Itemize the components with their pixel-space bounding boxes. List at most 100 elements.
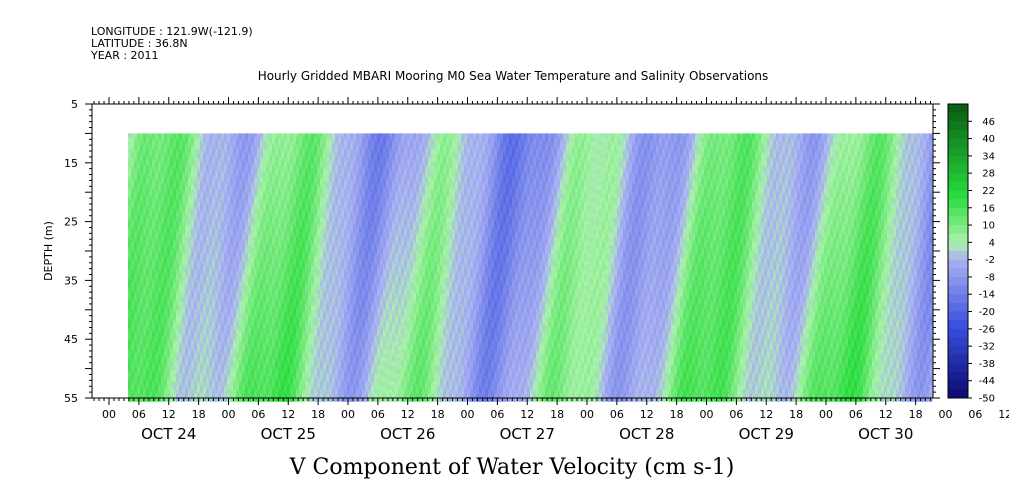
heatmap-cell — [143, 213, 147, 218]
heatmap-cell — [212, 241, 216, 246]
heatmap-cell — [245, 213, 249, 218]
heatmap-cell — [236, 385, 240, 390]
heatmap-cell — [230, 373, 234, 378]
heatmap-cell — [209, 297, 213, 302]
heatmap-cell — [236, 137, 240, 142]
heatmap-cell — [290, 289, 294, 294]
heatmap-cell — [134, 145, 138, 150]
heatmap-cell — [284, 249, 288, 254]
heatmap-cell — [260, 269, 264, 274]
heatmap-cell — [170, 249, 174, 254]
heatmap-cell — [206, 193, 210, 198]
heatmap-cell — [296, 381, 300, 386]
heatmap-cell — [191, 365, 195, 370]
heatmap-cell — [323, 289, 327, 294]
heatmap-cell — [221, 149, 225, 154]
heatmap-cell — [314, 313, 318, 318]
heatmap-cell — [266, 365, 270, 370]
heatmap-cell — [131, 329, 135, 334]
heatmap-cell — [320, 361, 324, 366]
heatmap-cell — [182, 385, 186, 390]
heatmap-cell — [179, 305, 183, 310]
heatmap-cell — [293, 277, 297, 282]
heatmap-cell — [305, 185, 309, 190]
heatmap-cell — [266, 221, 270, 226]
heatmap-cell — [344, 345, 348, 350]
heatmap-cell — [242, 273, 246, 278]
heatmap-cell — [305, 229, 309, 234]
heatmap-cell — [320, 177, 324, 182]
heatmap-cell — [149, 285, 153, 290]
heatmap-cell — [143, 217, 147, 222]
heatmap-cell — [335, 209, 339, 214]
heatmap-cell — [155, 149, 159, 154]
heatmap-cell — [149, 317, 153, 322]
heatmap-cell — [326, 189, 330, 194]
heatmap-cell — [236, 233, 240, 238]
heatmap-cell — [170, 361, 174, 366]
heatmap-cell — [212, 157, 216, 162]
heatmap-cell — [293, 293, 297, 298]
heatmap-cell — [191, 177, 195, 182]
heatmap-cell — [278, 225, 282, 230]
heatmap-cell — [314, 149, 318, 154]
heatmap-cell — [251, 225, 255, 230]
heatmap-cell — [215, 173, 219, 178]
heatmap-cell — [137, 309, 141, 314]
heatmap-cell — [146, 241, 150, 246]
heatmap-cell — [170, 197, 174, 202]
heatmap-cell — [248, 141, 252, 146]
heatmap-cell — [275, 261, 279, 266]
heatmap-cell — [218, 393, 222, 398]
heatmap-cell — [140, 145, 144, 150]
heatmap-cell — [227, 297, 231, 302]
heatmap-cell — [149, 213, 153, 218]
heatmap-cell — [266, 145, 270, 150]
heatmap-cell — [197, 329, 201, 334]
heatmap-cell — [128, 221, 132, 226]
heatmap-cell — [197, 333, 201, 338]
heatmap-cell — [317, 133, 321, 138]
heatmap-cell — [176, 321, 180, 326]
heatmap-cell — [206, 237, 210, 242]
heatmap-cell — [140, 185, 144, 190]
heatmap-cell — [350, 265, 354, 270]
heatmap-cell — [266, 293, 270, 298]
heatmap-cell — [332, 153, 336, 158]
heatmap-cell — [293, 389, 297, 394]
heatmap-cell — [188, 365, 192, 370]
heatmap-cell — [182, 309, 186, 314]
heatmap-cell — [314, 201, 318, 206]
heatmap-cell — [278, 193, 282, 198]
heatmap-cell — [212, 325, 216, 330]
heatmap-cell — [200, 297, 204, 302]
heatmap-cell — [194, 273, 198, 278]
heatmap-cell — [197, 357, 201, 362]
heatmap-cell — [347, 161, 351, 166]
heatmap-cell — [227, 161, 231, 166]
heatmap-cell — [281, 257, 285, 262]
heatmap-cell — [266, 161, 270, 166]
heatmap-cell — [329, 357, 333, 362]
heatmap-cell — [182, 369, 186, 374]
heatmap-cell — [170, 289, 174, 294]
heatmap-cell — [263, 389, 267, 394]
heatmap-cell — [131, 213, 135, 218]
heatmap-cell — [239, 273, 243, 278]
heatmap-cell — [296, 393, 300, 398]
heatmap-cell — [347, 177, 351, 182]
heatmap-cell — [347, 397, 351, 402]
heatmap-cell — [287, 389, 291, 394]
heatmap-cell — [146, 345, 150, 350]
heatmap-cell — [302, 369, 306, 374]
heatmap-cell — [236, 333, 240, 338]
heatmap-cell — [248, 137, 252, 142]
heatmap-cell — [185, 157, 189, 162]
heatmap-cell — [278, 261, 282, 266]
heatmap-cell — [278, 233, 282, 238]
heatmap-cell — [287, 305, 291, 310]
heatmap-cell — [254, 281, 258, 286]
heatmap-cell — [227, 309, 231, 314]
heatmap-cell — [326, 145, 330, 150]
heatmap-cell — [311, 141, 315, 146]
